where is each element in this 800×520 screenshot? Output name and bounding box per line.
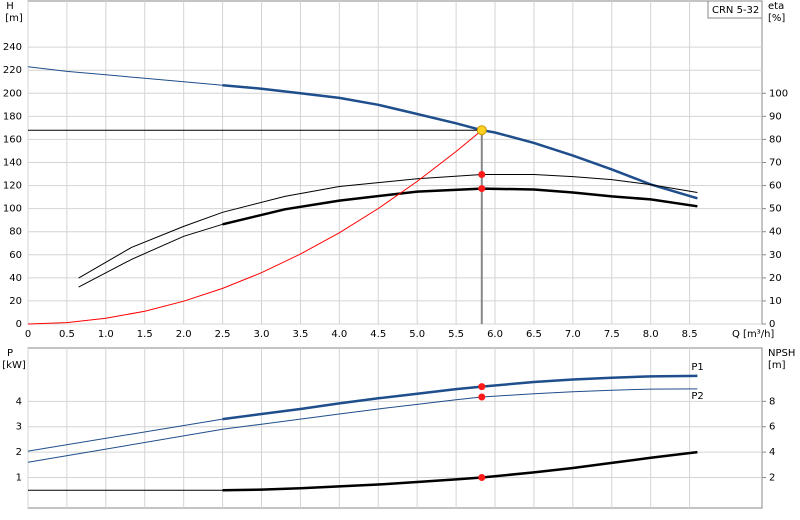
- y-tick-label: 40: [9, 273, 22, 284]
- y-tick-label: 240: [3, 42, 22, 53]
- y2-axis-unit: [m]: [768, 360, 786, 371]
- y-tick-label: 180: [3, 111, 22, 122]
- y-tick-label: 60: [9, 250, 22, 261]
- y-tick-label: 0: [16, 319, 22, 330]
- x-tick-label: 7.5: [604, 329, 620, 340]
- x-tick-label: 3.5: [292, 329, 308, 340]
- y2-tick-label: 70: [769, 158, 782, 169]
- x-tick-label: 2.0: [176, 329, 192, 340]
- y-axis-unit: [kW]: [2, 360, 26, 371]
- x-tick-label: 0: [25, 329, 31, 340]
- y2-tick-label: 40: [769, 227, 782, 238]
- y-tick-label: 220: [3, 65, 22, 76]
- curve: [27, 388, 698, 463]
- curve: [222, 83, 698, 200]
- y-tick-label: 120: [3, 181, 22, 192]
- x-tick-label: 7.0: [565, 329, 581, 340]
- y2-tick-label: 50: [769, 204, 782, 215]
- y-tick-label: 100: [3, 204, 22, 215]
- operating-point: [478, 474, 486, 482]
- y2-tick-label: 60: [769, 181, 782, 192]
- x-tick-label: 5.5: [448, 329, 464, 340]
- y2-tick-label: 10: [769, 296, 782, 307]
- y-axis-label: H: [6, 1, 14, 12]
- y2-tick-label: 2: [769, 473, 775, 484]
- curve: [27, 129, 483, 325]
- x-axis-label: Q [m³/h]: [732, 329, 774, 340]
- y-tick-label: 80: [9, 227, 22, 238]
- y-axis-unit: [m]: [5, 13, 23, 24]
- y-tick-label: 4: [16, 396, 22, 407]
- y-tick-label: 3: [16, 422, 22, 433]
- curve: [222, 374, 698, 421]
- x-tick-label: 1.5: [137, 329, 153, 340]
- y-tick-label: 2: [16, 447, 22, 458]
- series-label: P2: [691, 391, 703, 402]
- y-tick-label: 160: [3, 134, 22, 145]
- curve: [222, 187, 698, 226]
- x-tick-label: 1.0: [98, 329, 114, 340]
- duty-point: [476, 125, 487, 136]
- y2-tick-label: 80: [769, 134, 782, 145]
- y2-tick-label: 30: [769, 250, 782, 261]
- curve: [78, 174, 698, 279]
- x-tick-label: 8.5: [682, 329, 698, 340]
- curve: [222, 450, 698, 492]
- x-tick-label: 5.0: [409, 329, 425, 340]
- y-tick-label: 20: [9, 296, 22, 307]
- title-box: [707, 0, 763, 19]
- y2-tick-label: 0: [769, 319, 775, 330]
- y2-tick-label: 90: [769, 111, 782, 122]
- x-tick-label: 4.0: [331, 329, 347, 340]
- y-tick-label: 140: [3, 158, 22, 169]
- chart-title: CRN 5-32: [712, 5, 759, 16]
- y2-axis-label: eta: [768, 1, 784, 12]
- y-tick-label: 200: [3, 88, 22, 99]
- series-label: P1: [691, 362, 703, 373]
- x-tick-label: 6.0: [487, 329, 503, 340]
- y2-tick-label: 8: [769, 396, 775, 407]
- operating-point: [478, 383, 486, 391]
- x-tick-label: 8.0: [643, 329, 659, 340]
- y2-axis-unit: [%]: [768, 13, 785, 24]
- x-tick-label: 6.5: [526, 329, 542, 340]
- operating-point: [478, 185, 486, 193]
- y-axis-label: P: [7, 348, 13, 359]
- operating-point: [478, 170, 486, 178]
- x-tick-label: 2.5: [215, 329, 231, 340]
- y2-tick-label: 20: [769, 273, 782, 284]
- y-tick-label: 1: [16, 473, 22, 484]
- y2-tick-label: 6: [769, 422, 775, 433]
- y2-axis-label: NPSH: [768, 348, 795, 359]
- y2-tick-label: 100: [769, 88, 788, 99]
- plot-area: [27, 347, 763, 509]
- x-tick-label: 4.5: [370, 329, 386, 340]
- x-tick-label: 3.0: [254, 329, 270, 340]
- operating-point: [478, 393, 486, 401]
- y2-tick-label: 4: [769, 447, 775, 458]
- x-tick-label: 0.5: [59, 329, 75, 340]
